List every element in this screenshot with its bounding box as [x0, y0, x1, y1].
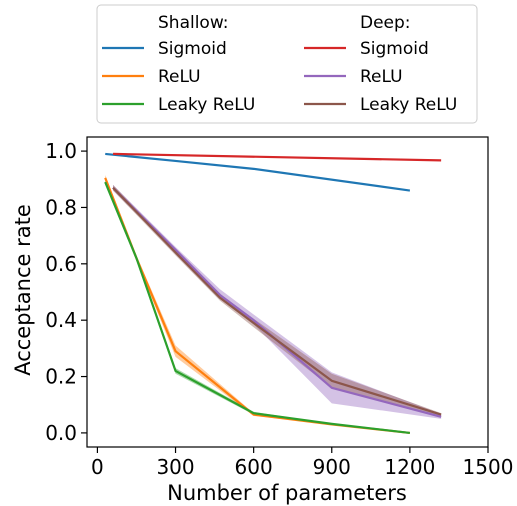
legend-title-deep: Deep:: [360, 13, 411, 33]
band-deep-leaky-relu: [113, 184, 442, 416]
legend-label-shallow-leaky-relu: Leaky ReLU: [158, 95, 255, 115]
line-deep-relu: [112, 186, 442, 418]
line-shallow-leaky-relu: [104, 181, 411, 435]
y-tick-label: 0.8: [45, 195, 77, 219]
legend-label-deep-sigmoid: Sigmoid: [360, 39, 429, 59]
x-tick-label: 1500: [463, 455, 514, 479]
y-axis-ticks: 0.0 0.2 0.4 0.6 0.8 1.0: [45, 139, 87, 445]
y-tick-label: 0.6: [45, 252, 77, 276]
y-tick-label: 1.0: [45, 139, 77, 163]
series-lines: [104, 152, 442, 435]
y-tick-label: 0.0: [45, 421, 77, 445]
x-tick-label: 300: [156, 455, 194, 479]
x-tick-label: 1200: [384, 455, 435, 479]
x-tick-label: 600: [235, 455, 273, 479]
legend-label-shallow-relu: ReLU: [158, 67, 201, 87]
plot-area: 0 300 600 900 1200 1500 0.0 0.2 0.4 0.6 0.8 1.0: [45, 136, 513, 479]
legend-box: [96, 4, 478, 124]
y-tick-label: 0.2: [45, 365, 77, 389]
x-axis-title: Number of parameters: [167, 481, 407, 505]
legend-label-shallow-sigmoid: Sigmoid: [158, 39, 227, 59]
legend-label-deep-relu: ReLU: [360, 67, 403, 87]
confidence-bands: [105, 153, 442, 433]
y-axis-title: Acceptance rate: [11, 204, 35, 376]
legend-label-deep-leaky-relu: Leaky ReLU: [360, 95, 457, 115]
band-deep-relu: [113, 184, 442, 419]
line-shallow-sigmoid: [105, 152, 411, 192]
y-tick-label: 0.4: [45, 308, 77, 332]
line-deep-leaky-relu: [112, 186, 442, 416]
x-tick-label: 900: [313, 455, 351, 479]
legend-entries: Sigmoid ReLU Leaky ReLU Sigmoid ReLU Leaky Re…: [102, 39, 457, 115]
x-axis-ticks: 0 300 600 900 1200 1500: [91, 447, 513, 479]
x-tick-label: 0: [91, 455, 104, 479]
legend-title-shallow: Shallow:: [158, 13, 229, 33]
line-deep-sigmoid: [113, 152, 442, 162]
plot-frame: [86, 136, 489, 448]
